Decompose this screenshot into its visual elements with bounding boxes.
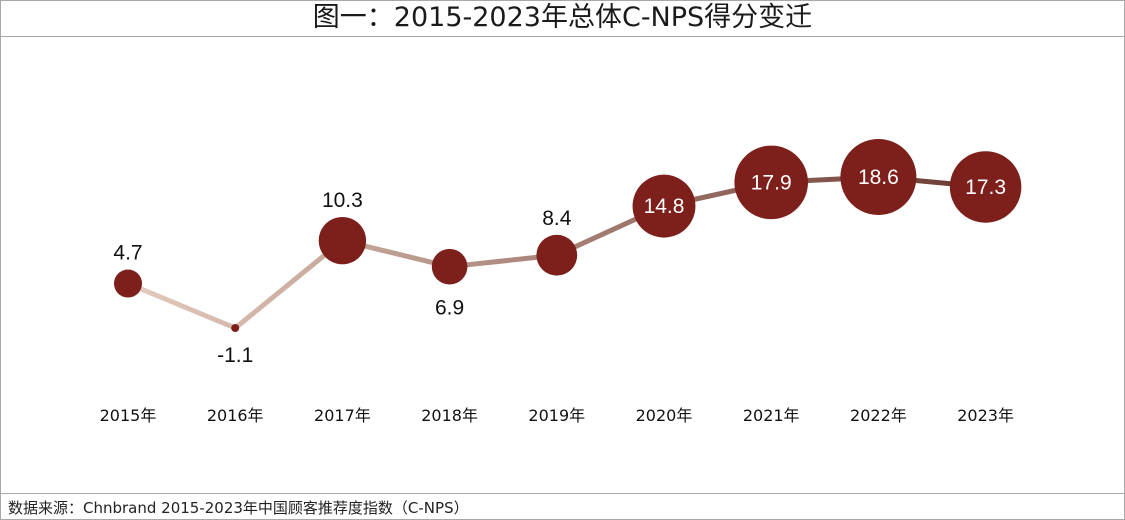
data-point-2019年 (536, 234, 578, 276)
x-tick-2018年: 2018年 (421, 406, 478, 425)
source-note: 数据来源：Chnbrand 2015-2023年中国顾客推荐度指数（C-NPS） (8, 499, 469, 517)
data-label-2016年: -1.1 (217, 344, 253, 367)
x-axis-ticks: 2015年 2016年 2017年 2018年 2019年 2020年 2021年 2022年… (100, 406, 1014, 425)
data-label-2018年: 6.9 (435, 296, 464, 319)
data-point-2023年 (949, 151, 1022, 223)
x-tick-2021年: 2021年 (743, 406, 800, 425)
x-tick-2020年: 2020年 (636, 406, 693, 425)
x-tick-2022年: 2022年 (850, 406, 907, 425)
data-point-2021年 (734, 145, 808, 220)
x-tick-2019年: 2019年 (528, 406, 585, 425)
source-divider (0, 493, 1125, 494)
x-tick-2015年: 2015年 (100, 406, 157, 425)
data-point-2022年 (840, 139, 917, 215)
x-tick-2017年: 2017年 (314, 406, 371, 425)
data-label-2017年: 10.3 (322, 189, 363, 212)
data-point-2017年 (318, 216, 367, 265)
title-divider (0, 36, 1125, 37)
x-tick-2023年: 2023年 (957, 406, 1014, 425)
data-label-2022年: 18.6 (858, 166, 899, 189)
data-point-2018年 (431, 248, 468, 285)
data-label-2021年: 17.9 (751, 171, 792, 194)
data-label-2023年: 17.3 (965, 176, 1006, 199)
data-label-2015年: 4.7 (113, 242, 142, 265)
data-point-2015年 (113, 269, 143, 298)
data-label-2019年: 8.4 (542, 207, 572, 230)
data-point-2016年 (231, 324, 240, 332)
chart-title: 图一：2015-2023年总体C-NPS得分变迁 (312, 2, 813, 33)
line-chart: 4.7-1.110.36.98.414.817.9 18.6 17.3 2015年 2… (100, 139, 1022, 425)
data-label-2020年: 14.8 (644, 195, 685, 218)
data-point-2020年 (632, 174, 696, 238)
x-tick-2016年: 2016年 (207, 406, 264, 425)
data-label-group: 4.7 -1.1 10.3 6.9 8.4 14.8 17.9 18.6 17.3 (113, 166, 1006, 367)
marker-group (113, 139, 1022, 332)
